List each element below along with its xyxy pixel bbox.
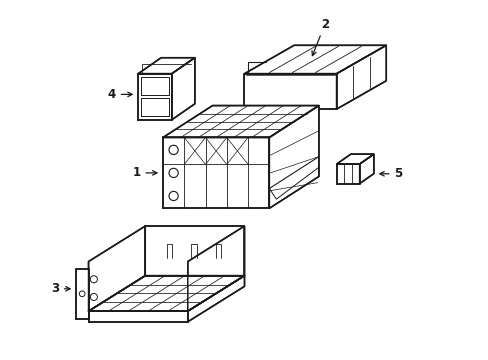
Circle shape bbox=[79, 291, 85, 297]
Text: 4: 4 bbox=[107, 88, 132, 101]
Polygon shape bbox=[336, 164, 359, 184]
Polygon shape bbox=[336, 45, 386, 109]
Circle shape bbox=[169, 145, 178, 154]
Text: 1: 1 bbox=[132, 166, 157, 179]
Circle shape bbox=[90, 276, 97, 283]
Polygon shape bbox=[138, 58, 195, 74]
Polygon shape bbox=[336, 154, 373, 164]
Polygon shape bbox=[359, 154, 373, 184]
Polygon shape bbox=[163, 138, 269, 208]
Polygon shape bbox=[141, 77, 169, 95]
Polygon shape bbox=[269, 105, 318, 208]
Circle shape bbox=[169, 168, 178, 177]
Polygon shape bbox=[141, 99, 169, 116]
Polygon shape bbox=[171, 58, 195, 120]
Text: 3: 3 bbox=[51, 282, 70, 295]
Polygon shape bbox=[244, 74, 336, 109]
Polygon shape bbox=[88, 226, 145, 311]
Circle shape bbox=[90, 293, 97, 301]
Circle shape bbox=[169, 192, 178, 201]
Polygon shape bbox=[76, 269, 88, 319]
Polygon shape bbox=[88, 311, 187, 322]
Polygon shape bbox=[88, 276, 244, 311]
Polygon shape bbox=[138, 74, 171, 120]
Polygon shape bbox=[187, 276, 244, 322]
Polygon shape bbox=[163, 105, 318, 138]
Polygon shape bbox=[244, 45, 386, 74]
Polygon shape bbox=[145, 226, 244, 276]
Polygon shape bbox=[187, 226, 244, 311]
Text: 5: 5 bbox=[379, 167, 402, 180]
Polygon shape bbox=[88, 276, 244, 311]
Text: 2: 2 bbox=[311, 18, 328, 55]
